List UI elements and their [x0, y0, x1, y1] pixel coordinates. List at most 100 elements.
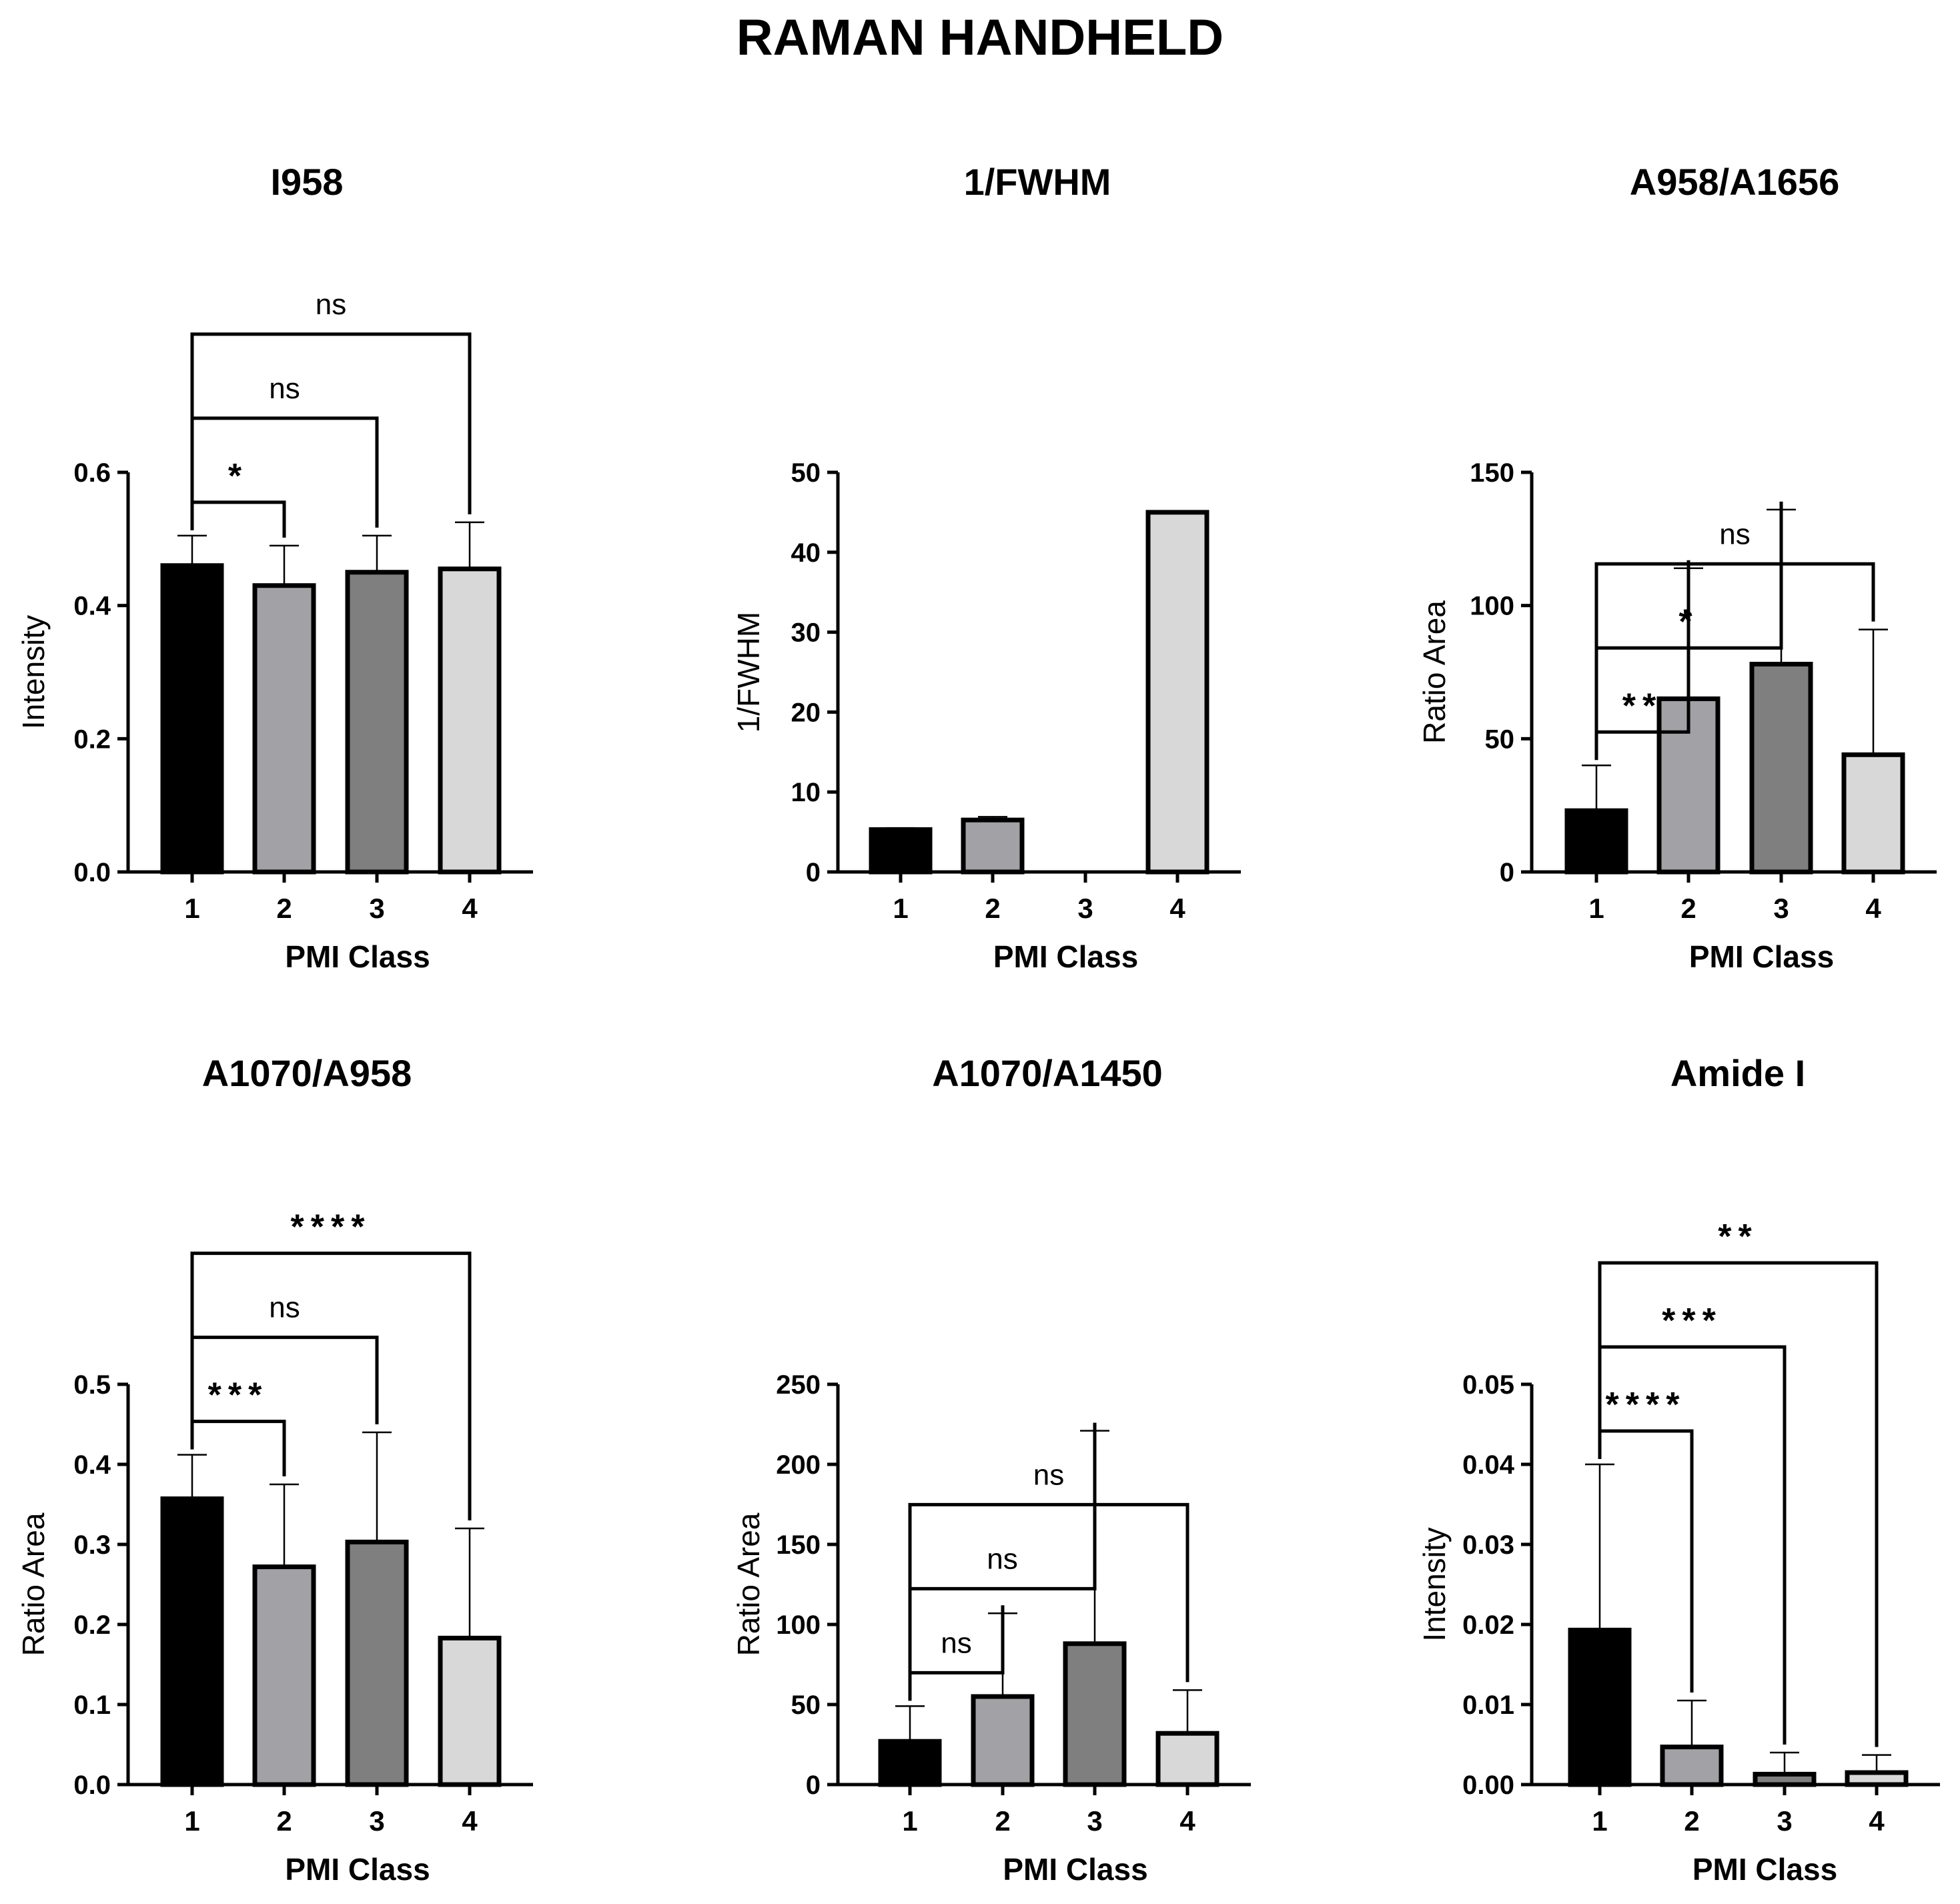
chart-panel-1: I958 0.0 0.2 0.4 0.6 Intensity PMI Class 1 2 3 4 * n… — [16, 161, 533, 974]
x-tick-label: 3 — [1087, 1805, 1102, 1837]
significance-label: ns — [1033, 1458, 1064, 1491]
chart-panel-5: A1070/A1450 0 50 100 150 200 250 Ratio Area PMI … — [731, 1052, 1251, 1887]
x-tick-label: 4 — [1179, 1805, 1195, 1837]
y-tick-label: 200 — [776, 1450, 821, 1480]
x-tick-label: 2 — [276, 1805, 292, 1837]
bar-class-3 — [1753, 1771, 1817, 1787]
x-tick-label: 1 — [184, 893, 199, 924]
y-axis-label: Ratio Area — [1417, 600, 1452, 744]
x-tick-label: 1 — [1588, 893, 1604, 924]
y-tick-label: 150 — [1470, 458, 1514, 488]
y-tick-label: 0.5 — [73, 1370, 111, 1400]
bar-class-2 — [252, 583, 316, 875]
bar-class-3 — [345, 1539, 409, 1787]
y-tick-label: 100 — [1470, 592, 1514, 621]
significance-label: ** — [1718, 1218, 1758, 1256]
x-tick-label: 1 — [184, 1805, 199, 1837]
significance-label: ns — [1719, 518, 1750, 550]
y-tick-label: 100 — [776, 1610, 821, 1640]
y-tick-label: 0.01 — [1462, 1691, 1514, 1720]
bar-class-2 — [1660, 1745, 1724, 1787]
x-axis-label: PMI Class — [285, 1852, 430, 1887]
x-tick-label: 3 — [369, 893, 384, 924]
chart-panels: I958 0.0 0.2 0.4 0.6 Intensity PMI Class 1 2 3 4 * n… — [16, 161, 1940, 1887]
significance-label: **** — [1606, 1386, 1686, 1424]
bar-class-1 — [878, 1739, 942, 1787]
y-tick-label: 0 — [1500, 858, 1514, 887]
chart-panel-4: A1070/A958 0.0 0.1 0.2 0.3 0.4 0.5 Ratio Area PM… — [16, 1052, 533, 1887]
y-tick-label: 0.3 — [73, 1530, 111, 1560]
panel-title: Amide I — [1670, 1052, 1805, 1094]
x-tick-label: 1 — [1592, 1805, 1607, 1837]
significance-label: ns — [316, 288, 346, 321]
x-tick-label: 4 — [1865, 893, 1881, 924]
bar-class-3 — [1063, 1641, 1127, 1787]
bar-class-3 — [1749, 662, 1813, 875]
y-axis-label: Ratio Area — [731, 1512, 766, 1656]
y-tick-label: 150 — [776, 1530, 821, 1560]
panel-title: A958/A1656 — [1630, 161, 1839, 203]
bar-class-1 — [1568, 1627, 1632, 1787]
x-tick-label: 2 — [1684, 1805, 1699, 1837]
y-tick-label: 10 — [791, 778, 821, 807]
significance-bracket — [190, 1252, 472, 1520]
y-tick-label: 0.02 — [1462, 1610, 1514, 1640]
chart-panel-2: 1/FWHM 0 10 20 30 40 50 1/FWHM PMI Class 1 2 3 4 — [731, 161, 1241, 974]
x-tick-label: 3 — [1777, 1805, 1792, 1837]
significance-label: ns — [269, 372, 300, 405]
x-tick-label: 2 — [995, 1805, 1010, 1837]
significance-bracket — [190, 1336, 379, 1424]
significance-bracket — [1598, 1429, 1694, 1693]
y-tick-label: 0.4 — [73, 1450, 111, 1480]
x-axis-label: PMI Class — [1692, 1852, 1837, 1887]
y-tick-label: 0.4 — [73, 592, 111, 621]
significance-bracket — [1598, 1261, 1879, 1747]
significance-label: ns — [269, 1292, 300, 1324]
y-tick-label: 0.0 — [73, 1771, 111, 1800]
y-axis-label: Intensity — [16, 615, 51, 729]
x-tick-label: 4 — [1169, 893, 1185, 924]
x-tick-label: 3 — [1773, 893, 1789, 924]
bar-class-4 — [438, 566, 502, 875]
panel-title: A1070/A1450 — [932, 1052, 1163, 1094]
panel-title: 1/FWHM — [964, 161, 1111, 203]
y-axis-label: Intensity — [1417, 1527, 1452, 1641]
y-axis-label: Ratio Area — [16, 1512, 51, 1656]
bar-class-4 — [438, 1635, 502, 1787]
bar-class-4 — [1845, 1770, 1909, 1787]
significance-label: * — [1678, 602, 1698, 641]
y-tick-label: 0.2 — [73, 1610, 111, 1640]
panel-title: I958 — [271, 161, 344, 203]
y-axis-label: 1/FWHM — [731, 612, 766, 733]
bar-class-2 — [252, 1564, 316, 1787]
y-tick-label: 0.03 — [1462, 1530, 1514, 1560]
x-tick-label: 2 — [276, 893, 292, 924]
significance-bracket — [190, 416, 379, 528]
x-tick-label: 4 — [462, 893, 478, 924]
y-tick-label: 250 — [776, 1370, 821, 1400]
significance-label: **** — [291, 1208, 372, 1247]
y-tick-label: 0.2 — [73, 725, 111, 754]
y-tick-label: 20 — [791, 698, 821, 727]
x-tick-label: 1 — [902, 1805, 917, 1837]
x-axis-label: PMI Class — [1003, 1852, 1147, 1887]
bar-class-1 — [1564, 808, 1628, 875]
significance-bracket — [1594, 501, 1783, 733]
y-tick-label: 40 — [791, 538, 821, 568]
significance-label: * — [228, 457, 248, 496]
significance-bracket — [190, 332, 472, 514]
significance-bracket — [1598, 1345, 1787, 1745]
bar-class-2 — [961, 817, 1025, 875]
y-tick-label: 50 — [791, 1691, 821, 1720]
bar-class-1 — [160, 563, 224, 875]
significance-bracket — [1594, 560, 1690, 761]
significance-bracket — [190, 500, 286, 538]
significance-label: ns — [987, 1542, 1017, 1575]
bar-class-4 — [1145, 510, 1209, 875]
x-tick-label: 3 — [369, 1805, 384, 1837]
y-tick-label: 0.05 — [1462, 1370, 1514, 1400]
x-tick-label: 3 — [1077, 893, 1093, 924]
y-tick-label: 0.00 — [1462, 1771, 1514, 1800]
y-tick-label: 0.04 — [1462, 1450, 1515, 1480]
